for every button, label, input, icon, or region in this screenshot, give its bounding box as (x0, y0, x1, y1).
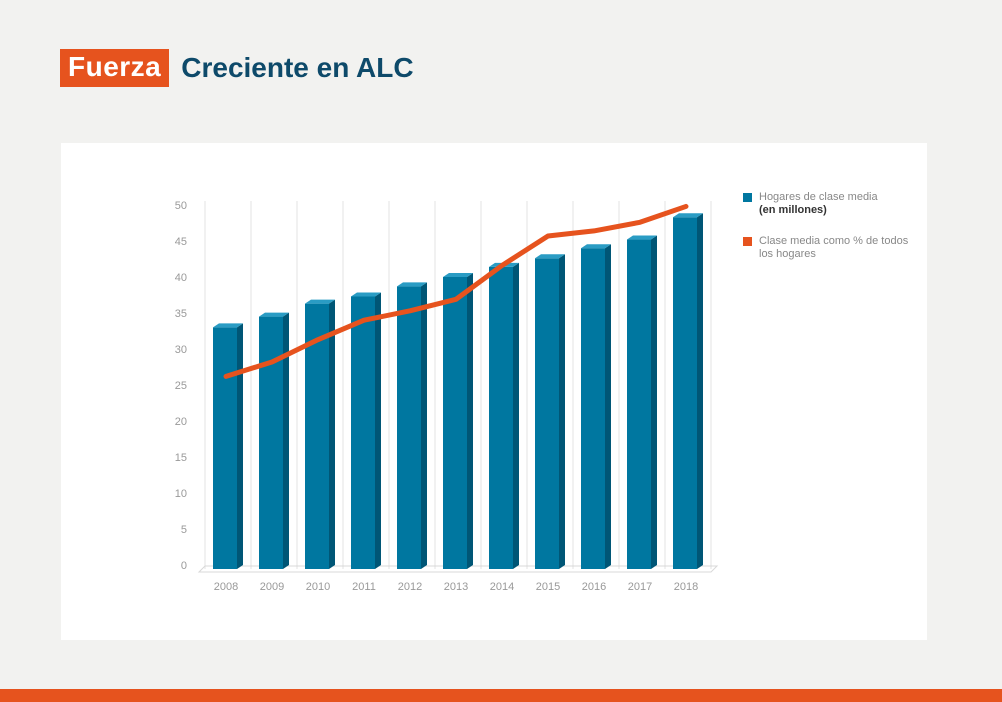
title-tag: Fuerza (60, 49, 170, 87)
bar (397, 286, 421, 569)
bar-top (305, 299, 335, 304)
bar-side (605, 244, 611, 569)
chart-panel: 0 5 10 15 20 25 30 35 40 45 50 2008 2009 2010 2011 2012… (61, 143, 927, 640)
y-tick-label: 40 (175, 272, 187, 284)
x-tick-label: 2017 (628, 581, 652, 593)
x-tick-label: 2013 (444, 581, 468, 593)
bar (673, 217, 697, 569)
y-tick-label: 0 (181, 560, 187, 572)
bar-top (443, 273, 473, 277)
bar (535, 258, 559, 569)
x-tick-label: 2016 (582, 581, 606, 593)
legend-item-bars: Hogares de clase media (en millones) (743, 191, 913, 217)
x-tick-label: 2018 (674, 581, 698, 593)
bar-side (329, 299, 335, 569)
bar-top (351, 292, 381, 297)
x-tick-label: 2014 (490, 581, 514, 593)
bar (627, 239, 651, 569)
bar-side (421, 282, 427, 569)
legend-bars-label: Hogares de clase media (759, 191, 878, 203)
page-title: Creciente en ALC (181, 52, 414, 83)
y-tick-label: 10 (175, 488, 187, 500)
bottom-accent-bar (0, 689, 1002, 702)
x-tick-label: 2011 (352, 581, 376, 593)
bar-side (283, 312, 289, 569)
bar-top (259, 312, 289, 317)
bar-top (581, 244, 611, 249)
y-tick-label: 50 (175, 200, 187, 212)
legend-swatch-bars (743, 193, 752, 202)
y-tick-label: 5 (181, 524, 187, 536)
bar-top (627, 235, 657, 240)
y-tick-label: 20 (175, 416, 187, 428)
legend-line-label: Clase media como % de todos los hogares (759, 235, 909, 260)
chart-svg: 0 5 10 15 20 25 30 35 40 45 50 2008 2009 2010 2011 2012… (175, 200, 719, 593)
x-tick-label: 2012 (398, 581, 422, 593)
y-tick-label: 45 (175, 236, 187, 248)
legend: Hogares de clase media (en millones) Cla… (743, 191, 913, 279)
legend-bars-unit: (en millones) (759, 204, 827, 216)
bar-top (673, 213, 703, 218)
bar-side (513, 262, 519, 569)
y-tick-label: 35 (175, 308, 187, 320)
bar-side (237, 323, 243, 569)
bar (213, 327, 237, 569)
x-tick-label: 2008 (214, 581, 238, 593)
bar-side (559, 254, 565, 569)
bar (581, 248, 605, 569)
bar-top (213, 323, 243, 328)
legend-item-line: Clase media como % de todos los hogares (743, 235, 913, 261)
x-tick-label: 2015 (536, 581, 560, 593)
bar-top (397, 282, 427, 287)
line-series (223, 203, 689, 379)
bar-top (535, 254, 565, 259)
bar-side (467, 273, 473, 569)
bar (443, 277, 467, 569)
legend-swatch-line (743, 237, 752, 246)
bar (351, 296, 375, 569)
bar (305, 303, 329, 569)
bar (489, 266, 513, 569)
y-tick-label: 25 (175, 380, 187, 392)
bar-side (375, 292, 381, 569)
y-tick-label: 30 (175, 344, 187, 356)
x-tick-label: 2010 (306, 581, 330, 593)
bar-side (651, 235, 657, 569)
chart-floor (197, 565, 719, 573)
x-tick-label: 2009 (260, 581, 284, 593)
title-row: Fuerza Creciente en ALC (60, 48, 414, 88)
bar (259, 316, 283, 569)
bar-side (697, 213, 703, 569)
y-tick-label: 15 (175, 452, 187, 464)
